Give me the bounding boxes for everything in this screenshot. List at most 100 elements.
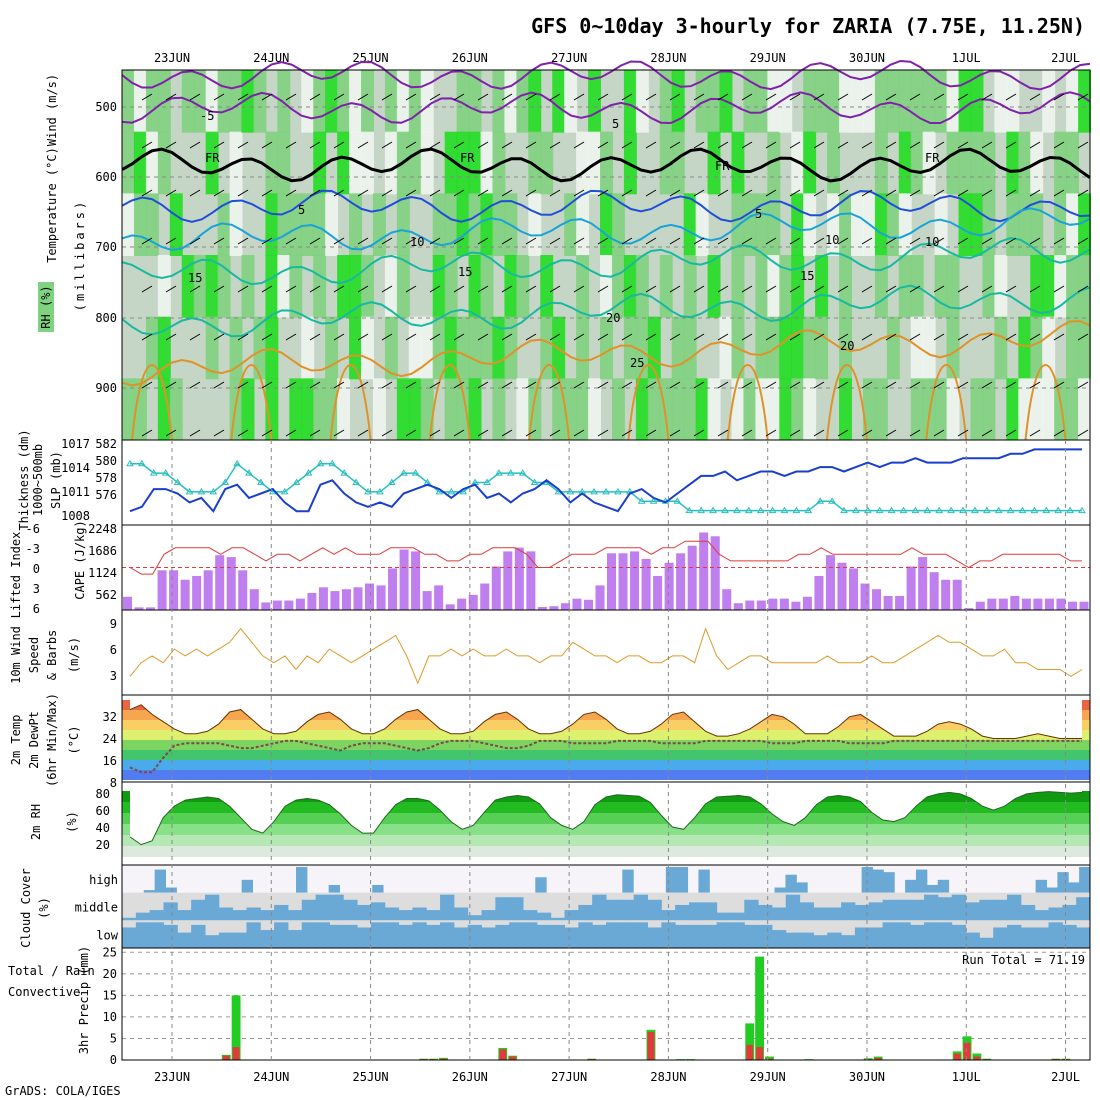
rh-band: [122, 824, 1090, 835]
wind-barb: [405, 381, 417, 389]
wind-barb: [381, 93, 393, 101]
rh-cell: [791, 378, 805, 441]
cloud-bar: [896, 922, 911, 948]
cape-bar: [203, 570, 213, 610]
wind-barb: [789, 333, 801, 341]
thickness-point: [495, 469, 503, 476]
isotherm-5: [121, 189, 1091, 223]
wind-barb: [1005, 333, 1017, 341]
wind-barb: [909, 429, 921, 437]
wind-barb: [933, 189, 945, 197]
cape-bar: [445, 604, 455, 610]
cloud-bar: [1034, 927, 1050, 948]
thickness-point: [994, 506, 1003, 514]
wind-barb: [981, 381, 993, 389]
wind-barb: [813, 189, 825, 197]
rh-cell: [731, 131, 745, 195]
cape-bar: [249, 589, 259, 610]
wind-barb: [333, 93, 345, 101]
rh-cell: [886, 316, 900, 380]
contour-label: 15: [458, 265, 472, 279]
rh-cell: [217, 70, 231, 133]
wind-barb: [645, 381, 657, 389]
wind-barb: [357, 381, 369, 389]
isotherm-30: [329, 364, 372, 441]
rh-cell: [671, 70, 685, 133]
thickness-layer-label: 1000~500mb: [31, 444, 45, 516]
cape-tick-label: 2248: [88, 522, 117, 536]
contour-label: FR: [925, 151, 940, 165]
thickness-axis-label: Thickness (dm): [17, 429, 31, 530]
rh-cell: [839, 378, 852, 441]
rh-cell: [396, 378, 410, 441]
wind-barb: [333, 429, 345, 437]
wind-barb: [237, 333, 249, 341]
cloud-bar: [578, 904, 593, 921]
wind-barb: [717, 285, 729, 293]
wind-barb: [861, 141, 873, 149]
cape-bar: [837, 562, 847, 610]
temp-band: [122, 750, 1090, 760]
thickness-point: [1078, 506, 1086, 514]
cloud-bar: [165, 887, 177, 893]
cloud-bar: [622, 869, 634, 893]
cloud-bar: [647, 899, 662, 921]
rh-cell: [874, 131, 888, 195]
isotherm-30: [726, 364, 769, 441]
rh-cell: [540, 255, 554, 318]
wind-barb: [885, 429, 897, 437]
wind-barb: [501, 381, 513, 389]
wind-axis-label: Wind (m/s): [45, 74, 59, 146]
contour-label: 10: [925, 235, 939, 249]
lifted-index-line: [129, 540, 1082, 575]
rh-cell: [910, 131, 924, 195]
rh-cell: [229, 70, 243, 133]
wind-barb: [549, 285, 561, 293]
cloud-bar: [799, 902, 814, 921]
cloud-bar: [872, 869, 884, 893]
rh-cell: [241, 70, 255, 133]
wind-barb: [165, 429, 177, 437]
thickness-point: [649, 497, 658, 504]
wind-barb: [789, 93, 801, 101]
rh-band: [122, 835, 1090, 846]
wind-barb: [957, 93, 969, 101]
precip-convective-bar: [766, 1058, 773, 1060]
cloud-bar: [827, 932, 842, 948]
cape-bar: [722, 589, 732, 610]
rh-cell: [588, 70, 602, 133]
wind-barb: [1077, 141, 1089, 149]
rh-cell: [325, 193, 339, 256]
wind-barb: [453, 141, 465, 149]
wind-barb: [645, 429, 657, 437]
wind-barb: [237, 285, 249, 293]
cape-bar: [1033, 598, 1043, 610]
wind-barb: [189, 237, 201, 245]
wind-barb: [741, 429, 753, 437]
thickness-point: [316, 459, 325, 467]
wind-barb: [189, 141, 201, 149]
wind-barb: [813, 429, 825, 437]
thickness-point: [875, 506, 884, 514]
cape-bar: [952, 579, 962, 610]
cloud-bar: [633, 894, 648, 921]
thickness-tick-label: 580: [95, 454, 117, 468]
rh-cell: [1006, 131, 1020, 195]
rh-cell: [946, 378, 960, 441]
wind-barb: [933, 429, 945, 437]
wind-barb: [1053, 381, 1065, 389]
wind-barb: [501, 189, 513, 197]
rh-cell: [695, 378, 709, 441]
thickness-point: [257, 478, 265, 485]
cape-bar: [941, 579, 951, 610]
isotherm-25: [121, 320, 1091, 387]
rh-cell: [1006, 378, 1020, 441]
precip-tick-label: 0: [110, 1053, 117, 1067]
cape-bar: [814, 575, 824, 610]
rh-cell: [384, 70, 398, 133]
precip-convective-bar: [953, 1053, 961, 1060]
rh-cell: [982, 255, 996, 318]
cloud-bar: [384, 907, 400, 921]
chart-title: GFS 0~10day 3-hourly for ZARIA (7.75E, 1…: [531, 14, 1085, 38]
wind-barb: [141, 429, 153, 437]
